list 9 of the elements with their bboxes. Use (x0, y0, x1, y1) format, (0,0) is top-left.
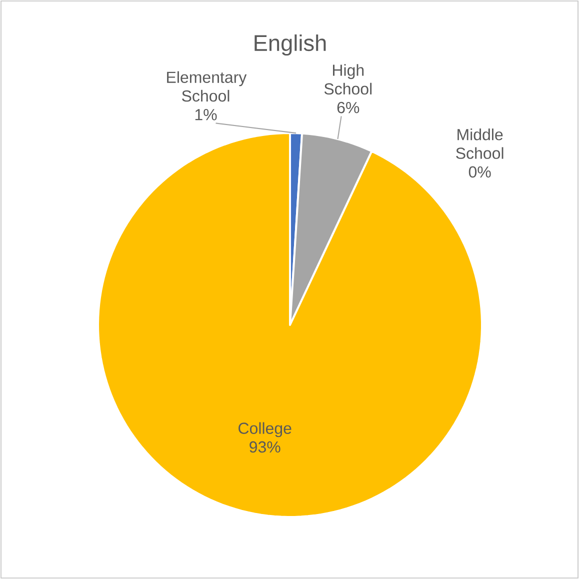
text: 0% (468, 166, 491, 178)
slice-label: College (238, 422, 292, 438)
slice-label: High School (324, 64, 372, 95)
chart-title: English (254, 34, 326, 56)
data-label: 6% (337, 102, 360, 114)
slice-label: Elementary School (167, 71, 247, 102)
data-label: 1% (195, 109, 217, 120)
data-label: 93% (250, 441, 280, 453)
category-label: Middle School (456, 128, 504, 159)
